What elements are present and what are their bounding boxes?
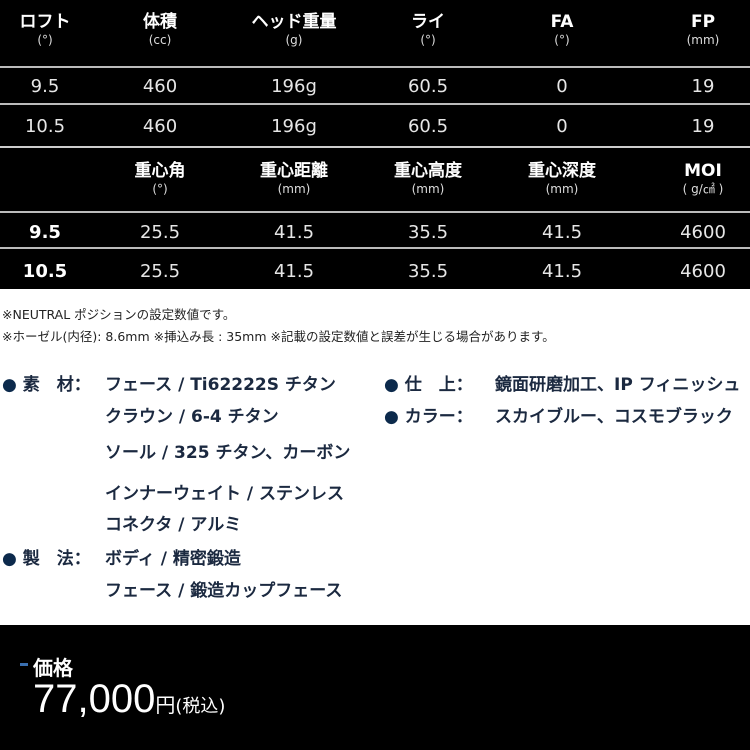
column-unit: (°): [152, 182, 168, 196]
column-unit: (cc): [148, 33, 172, 47]
column-title: ライ: [411, 12, 445, 32]
divider: [0, 103, 750, 105]
table-cell: 460: [142, 76, 178, 97]
divider: [0, 66, 750, 68]
column-unit: (g): [285, 33, 303, 47]
material-value: ソール / 325 チタン、カーボン: [105, 443, 351, 463]
table-cell: 41.5: [541, 222, 583, 243]
column-title: 重心深度: [528, 161, 596, 181]
finish-label: ● 仕 上：: [384, 370, 473, 395]
material-value: コネクタ / アルミ: [105, 515, 242, 535]
color-value: スカイブルー、コスモブラック: [495, 407, 733, 427]
column-unit: (°): [554, 33, 570, 47]
column-title: 体積: [143, 12, 177, 32]
column-header: 重心深度 (mm): [528, 161, 596, 197]
table-cell: 19: [691, 76, 715, 97]
column-unit: (mm): [411, 182, 445, 196]
table-cell: 196g: [271, 116, 317, 137]
column-title: ヘッド重量: [251, 12, 337, 32]
column-header: FA (°): [551, 12, 574, 48]
bullet-icon: ●: [2, 549, 17, 569]
spec-table-2: 重心角 (°) 重心距離 (mm) 重心高度 (mm) 重心深度 (mm) MOI( g/㎠ )…: [0, 148, 750, 289]
column-header: FP (mm): [687, 12, 720, 48]
table-cell: 35.5: [407, 222, 449, 243]
column-header: 重心角 (°): [135, 161, 186, 197]
table-cell: 19: [691, 116, 715, 137]
column-header: ヘッド重量 (g): [252, 12, 337, 48]
price: 77,000円(税込): [33, 677, 225, 722]
accent-dash: [20, 663, 28, 666]
column-header: ライ (°): [411, 12, 445, 48]
column-title: 重心角: [134, 161, 186, 181]
column-header: ロフト (°): [20, 12, 71, 48]
divider: [0, 211, 750, 213]
column-title: 重心距離: [260, 161, 328, 181]
column-unit: (mm): [686, 33, 720, 47]
finish-value: 鏡面研磨加工、IP フィニッシュ: [495, 375, 741, 395]
material-value: フェース / Ti62222S チタン: [105, 375, 336, 395]
material-label: ● 素 材：: [2, 370, 91, 395]
price-unit: 円: [155, 693, 176, 717]
table-cell: 10.5: [22, 261, 68, 282]
column-unit: (mm): [545, 182, 579, 196]
bullet-icon: ●: [384, 407, 399, 427]
table-cell: 25.5: [139, 261, 181, 282]
column-header: 体積 (cc): [143, 12, 177, 48]
price-label: 価格: [33, 656, 73, 680]
method-value: フェース / 鍛造カップフェース: [105, 581, 343, 601]
column-unit: (°): [37, 33, 53, 47]
column-header: 重心距離 (mm): [260, 161, 328, 197]
column-unit: ( g/㎠ ): [682, 182, 724, 196]
column-header: 重心高度 (mm): [394, 161, 462, 197]
note: ※ホーゼル(内径): 8.6mm ※挿込み長 : 35mm ※記載の設定数値と誤…: [2, 329, 555, 344]
table-cell: 35.5: [407, 261, 449, 282]
table-cell: 9.5: [30, 76, 60, 97]
table-cell: 41.5: [541, 261, 583, 282]
column-unit: (°): [420, 33, 436, 47]
method-value: ボディ / 精密鍛造: [105, 549, 241, 569]
material-value: クラウン / 6-4 チタン: [105, 407, 279, 427]
note: ※NEUTRAL ポジションの設定数値です。: [2, 307, 236, 322]
color-label-text: カラー：: [404, 407, 473, 427]
price-box: 価格 77,000円(税込): [0, 625, 750, 750]
spec-table-1: ロフト (°) 体積 (cc) ヘッド重量 (g) ライ (°) FA (°) FP (mm) 9.5…: [0, 0, 750, 146]
divider: [0, 247, 750, 249]
tax-note: (税込): [175, 696, 226, 717]
color-label: ● カラー：: [384, 402, 473, 427]
table-cell: 25.5: [139, 222, 181, 243]
table-cell: 60.5: [407, 76, 449, 97]
column-title: MOI: [684, 161, 722, 181]
table-cell: 0: [556, 76, 568, 97]
table-cell: 60.5: [407, 116, 449, 137]
bullet-icon: ●: [2, 375, 17, 395]
table-cell: 0: [556, 116, 568, 137]
table-cell: 4600: [680, 222, 726, 243]
divider: [0, 146, 750, 148]
price-amount: 77,000: [33, 677, 156, 721]
table-cell: 4600: [680, 261, 726, 282]
table-cell: 10.5: [24, 116, 66, 137]
column-header: MOI( g/㎠ ): [683, 161, 724, 197]
column-title: ロフト: [19, 12, 71, 32]
method-label: ● 製 法：: [2, 544, 91, 569]
finish-label-text: 仕 上：: [404, 375, 473, 395]
column-title: FP: [690, 12, 716, 32]
column-title: 重心高度: [394, 161, 462, 181]
table-cell: 41.5: [273, 261, 315, 282]
method-label-text: 製 法：: [22, 549, 91, 569]
bullet-icon: ●: [384, 375, 399, 395]
material-value: インナーウェイト / ステンレス: [105, 484, 345, 504]
column-unit: (mm): [277, 182, 311, 196]
table-cell: 460: [142, 116, 178, 137]
table-cell: 9.5: [29, 222, 61, 243]
table-cell: 196g: [271, 76, 317, 97]
material-label-text: 素 材：: [22, 375, 91, 395]
table-cell: 41.5: [273, 222, 315, 243]
column-title: FA: [550, 12, 574, 32]
